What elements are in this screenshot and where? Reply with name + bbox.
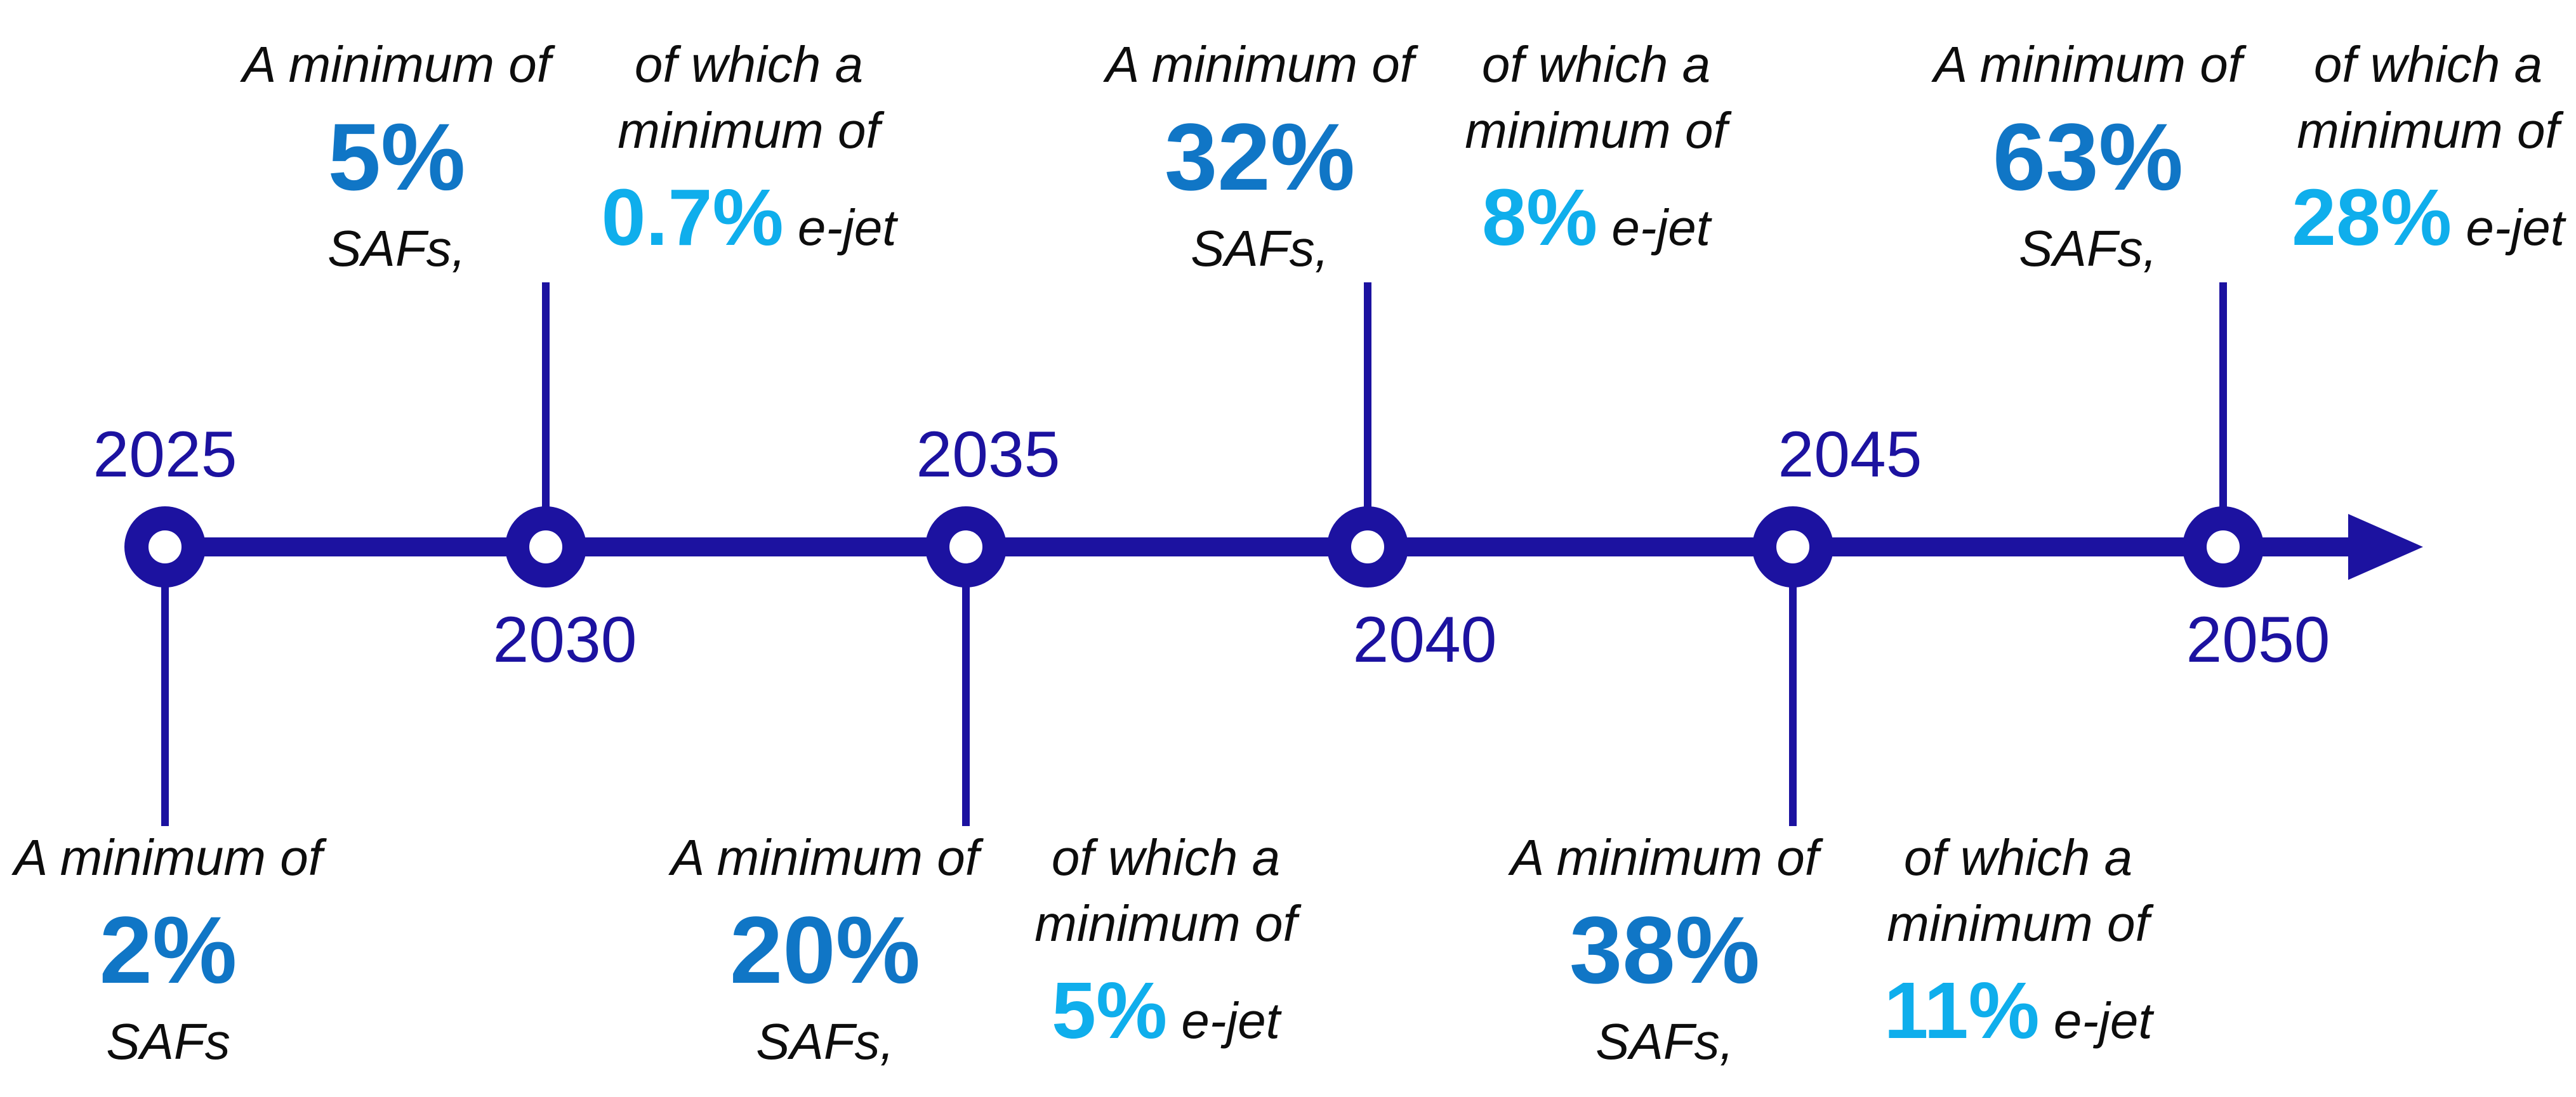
annotation-2025-saf: A minimum of 2% SAFs (0, 825, 371, 1075)
saf-percentage: 38% (1569, 897, 1760, 1003)
annotation-unit-text: SAFs, (327, 220, 466, 277)
annotation-lead-text: of which a (2313, 36, 2543, 93)
annotation-lead-text: minimum of (2297, 102, 2559, 159)
annotation-lead-text: A minimum of (13, 829, 322, 886)
annotation-lead-text: minimum of (1887, 895, 2150, 952)
year-label-2035: 2035 (916, 418, 1060, 490)
annotation-2040-saf: A minimum of 32% SAFs, (1057, 32, 1463, 282)
annotation-lead-text: A minimum of (1933, 36, 2242, 93)
annotation-2050-ejet: of which a minimum of 28% e-jet (2225, 32, 2576, 296)
annotation-2040-ejet: of which a minimum of 8% e-jet (1393, 32, 1799, 296)
annotation-lead-text: of which a (634, 36, 864, 93)
timeline-node-2050 (2183, 506, 2264, 588)
ejet-label (1167, 992, 1181, 1049)
connector-2050 (2219, 282, 2227, 508)
connector-2030 (542, 282, 550, 508)
ejet-label (2452, 199, 2466, 256)
ejet-label (1597, 199, 1611, 256)
ejet-percentage: 0.7% (601, 173, 784, 262)
year-label-2025: 2025 (93, 418, 237, 490)
connector-2025 (161, 586, 169, 826)
year-label-2030: 2030 (492, 603, 637, 676)
saf-percentage: 2% (99, 897, 237, 1003)
annotation-2030-ejet: of which a minimum of 0.7% e-jet (546, 32, 952, 296)
annotation-2030-saf: A minimum of 5% SAFs, (194, 32, 600, 282)
annotation-lead-text: minimum of (1465, 102, 1727, 159)
ejet-label: e-jet (797, 199, 897, 256)
ejet-label: e-jet (1181, 992, 1280, 1049)
annotation-lead-text: of which a (1051, 829, 1281, 886)
connector-2035 (962, 586, 970, 826)
annotation-lead-text: of which a (1481, 36, 1711, 93)
timeline-node-2030 (505, 506, 586, 588)
ejet-label: e-jet (2466, 199, 2565, 256)
annotation-unit-text: SAFs, (1191, 220, 1329, 277)
timeline-arrowhead-icon (2348, 514, 2423, 580)
annotation-2035-ejet: of which a minimum of 5% e-jet (963, 825, 1369, 1089)
ejet-value-line: 11% e-jet (1815, 957, 2221, 1089)
connector-2040 (1364, 282, 1371, 508)
timeline-node-2025 (124, 506, 206, 588)
year-label-2040: 2040 (1352, 603, 1497, 676)
ejet-percentage: 28% (2291, 173, 2452, 262)
timeline-node-2040 (1327, 506, 1408, 588)
ejet-value-line: 5% e-jet (963, 957, 1369, 1089)
annotation-unit-text: SAFs (106, 1013, 230, 1070)
annotation-lead-text: of which a (1903, 829, 2133, 886)
annotation-2035-saf: A minimum of 20% SAFs, (622, 825, 1028, 1075)
ejet-label (784, 199, 798, 256)
ejet-value-line: 0.7% e-jet (546, 164, 952, 296)
ejet-percentage: 11% (1884, 966, 2040, 1055)
timeline-axis (164, 537, 2353, 556)
annotation-2045-ejet: of which a minimum of 11% e-jet (1815, 825, 2221, 1089)
annotation-lead-text: A minimum of (1510, 829, 1819, 886)
annotation-unit-text: SAFs, (1595, 1013, 1734, 1070)
saf-percentage: 32% (1164, 103, 1356, 210)
ejet-value-line: 28% e-jet (2225, 164, 2576, 296)
ejet-percentage: 8% (1482, 173, 1598, 262)
ejet-label: e-jet (2053, 992, 2153, 1049)
annotation-lead-text: A minimum of (242, 36, 551, 93)
ejet-value-line: 8% e-jet (1393, 164, 1799, 296)
year-label-2045: 2045 (1778, 418, 1922, 490)
annotation-lead-text: minimum of (1034, 895, 1297, 952)
saf-percentage: 63% (1992, 103, 2184, 210)
annotation-2045-saf: A minimum of 38% SAFs, (1462, 825, 1868, 1075)
annotation-lead-text: minimum of (618, 102, 880, 159)
annotation-unit-text: SAFs, (2019, 220, 2157, 277)
saf-percentage: 20% (729, 897, 921, 1003)
timeline-node-2045 (1752, 506, 1833, 588)
annotation-lead-text: A minimum of (1105, 36, 1414, 93)
connector-2045 (1789, 586, 1797, 826)
annotation-lead-text: A minimum of (670, 829, 979, 886)
year-label-2050: 2050 (2186, 603, 2330, 676)
ejet-label: e-jet (1611, 199, 1710, 256)
annotation-unit-text: SAFs, (756, 1013, 894, 1070)
ejet-percentage: 5% (1052, 966, 1168, 1055)
timeline-node-2035 (925, 506, 1007, 588)
saf-percentage: 5% (327, 103, 466, 210)
annotation-2050-saf: A minimum of 63% SAFs, (1885, 32, 2291, 282)
ejet-label (2040, 992, 2054, 1049)
